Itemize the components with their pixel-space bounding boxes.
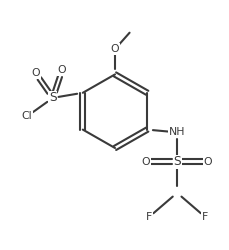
- Text: F: F: [201, 212, 207, 222]
- Text: O: O: [110, 44, 119, 54]
- Text: O: O: [203, 157, 212, 167]
- Text: O: O: [57, 65, 66, 75]
- Text: F: F: [145, 212, 152, 222]
- Text: S: S: [49, 91, 57, 104]
- Text: Cl: Cl: [22, 111, 32, 121]
- Text: O: O: [31, 68, 40, 78]
- Text: NH: NH: [168, 127, 185, 137]
- Text: S: S: [172, 155, 180, 168]
- Text: O: O: [141, 157, 150, 167]
